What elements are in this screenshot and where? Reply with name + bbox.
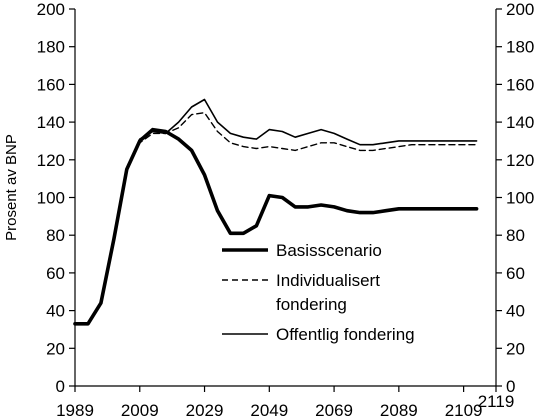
right-tick-label: 40 bbox=[506, 302, 525, 321]
right-tick-label: 120 bbox=[506, 151, 534, 170]
series-line-2 bbox=[74, 111, 478, 325]
left-tick-label: 140 bbox=[37, 113, 65, 132]
right-tick-label: 100 bbox=[506, 189, 534, 208]
right-tick-label: 60 bbox=[506, 264, 525, 283]
x-tick-label: 2069 bbox=[315, 401, 353, 420]
x-tick-label: 2049 bbox=[250, 401, 288, 420]
series-line-1 bbox=[73, 127, 479, 326]
right-tick-label: 0 bbox=[506, 377, 515, 396]
left-tick-label: 0 bbox=[56, 377, 65, 396]
x-tick-label: 2119 bbox=[478, 392, 515, 411]
x-tick-label: 1989 bbox=[56, 401, 94, 420]
legend-label-1: Basisscenario bbox=[276, 241, 382, 260]
left-tick-label: 20 bbox=[46, 339, 65, 358]
x-tick-label: 2009 bbox=[121, 401, 159, 420]
left-tick-label: 180 bbox=[37, 38, 65, 57]
right-tick-label: 160 bbox=[506, 75, 534, 94]
left-tick-label: 40 bbox=[46, 302, 65, 321]
series-line-3 bbox=[74, 98, 478, 325]
x-tick-label: 2109 bbox=[445, 401, 483, 420]
series-layer bbox=[73, 98, 479, 326]
right-tick-label: 140 bbox=[506, 113, 534, 132]
left-y-ticks: 0 20 40 60 80 100 120 140 160 180 200 bbox=[37, 0, 75, 396]
left-tick-label: 60 bbox=[46, 264, 65, 283]
y-axis-title: Prosent av BNP bbox=[3, 134, 20, 241]
legend-label-2: Individualisert bbox=[276, 271, 380, 290]
right-tick-label: 20 bbox=[506, 339, 525, 358]
left-tick-label: 100 bbox=[37, 189, 65, 208]
right-tick-label: 180 bbox=[506, 38, 534, 57]
right-tick-label: 200 bbox=[506, 0, 534, 19]
right-y-ticks: 0 20 40 60 80 100 120 140 160 180 200 bbox=[496, 0, 534, 396]
left-tick-label: 160 bbox=[37, 75, 65, 94]
legend: Basisscenario Individualisert fondering Off… bbox=[222, 241, 415, 344]
left-tick-label: 80 bbox=[46, 226, 65, 245]
x-tick-label: 2089 bbox=[380, 401, 418, 420]
left-tick-label: 200 bbox=[37, 0, 65, 19]
x-tick-label: 2029 bbox=[186, 401, 224, 420]
legend-label-3: Offentlig fondering bbox=[276, 325, 415, 344]
right-tick-label: 80 bbox=[506, 226, 525, 245]
legend-label-2: fondering bbox=[276, 295, 347, 314]
left-tick-label: 120 bbox=[37, 151, 65, 170]
